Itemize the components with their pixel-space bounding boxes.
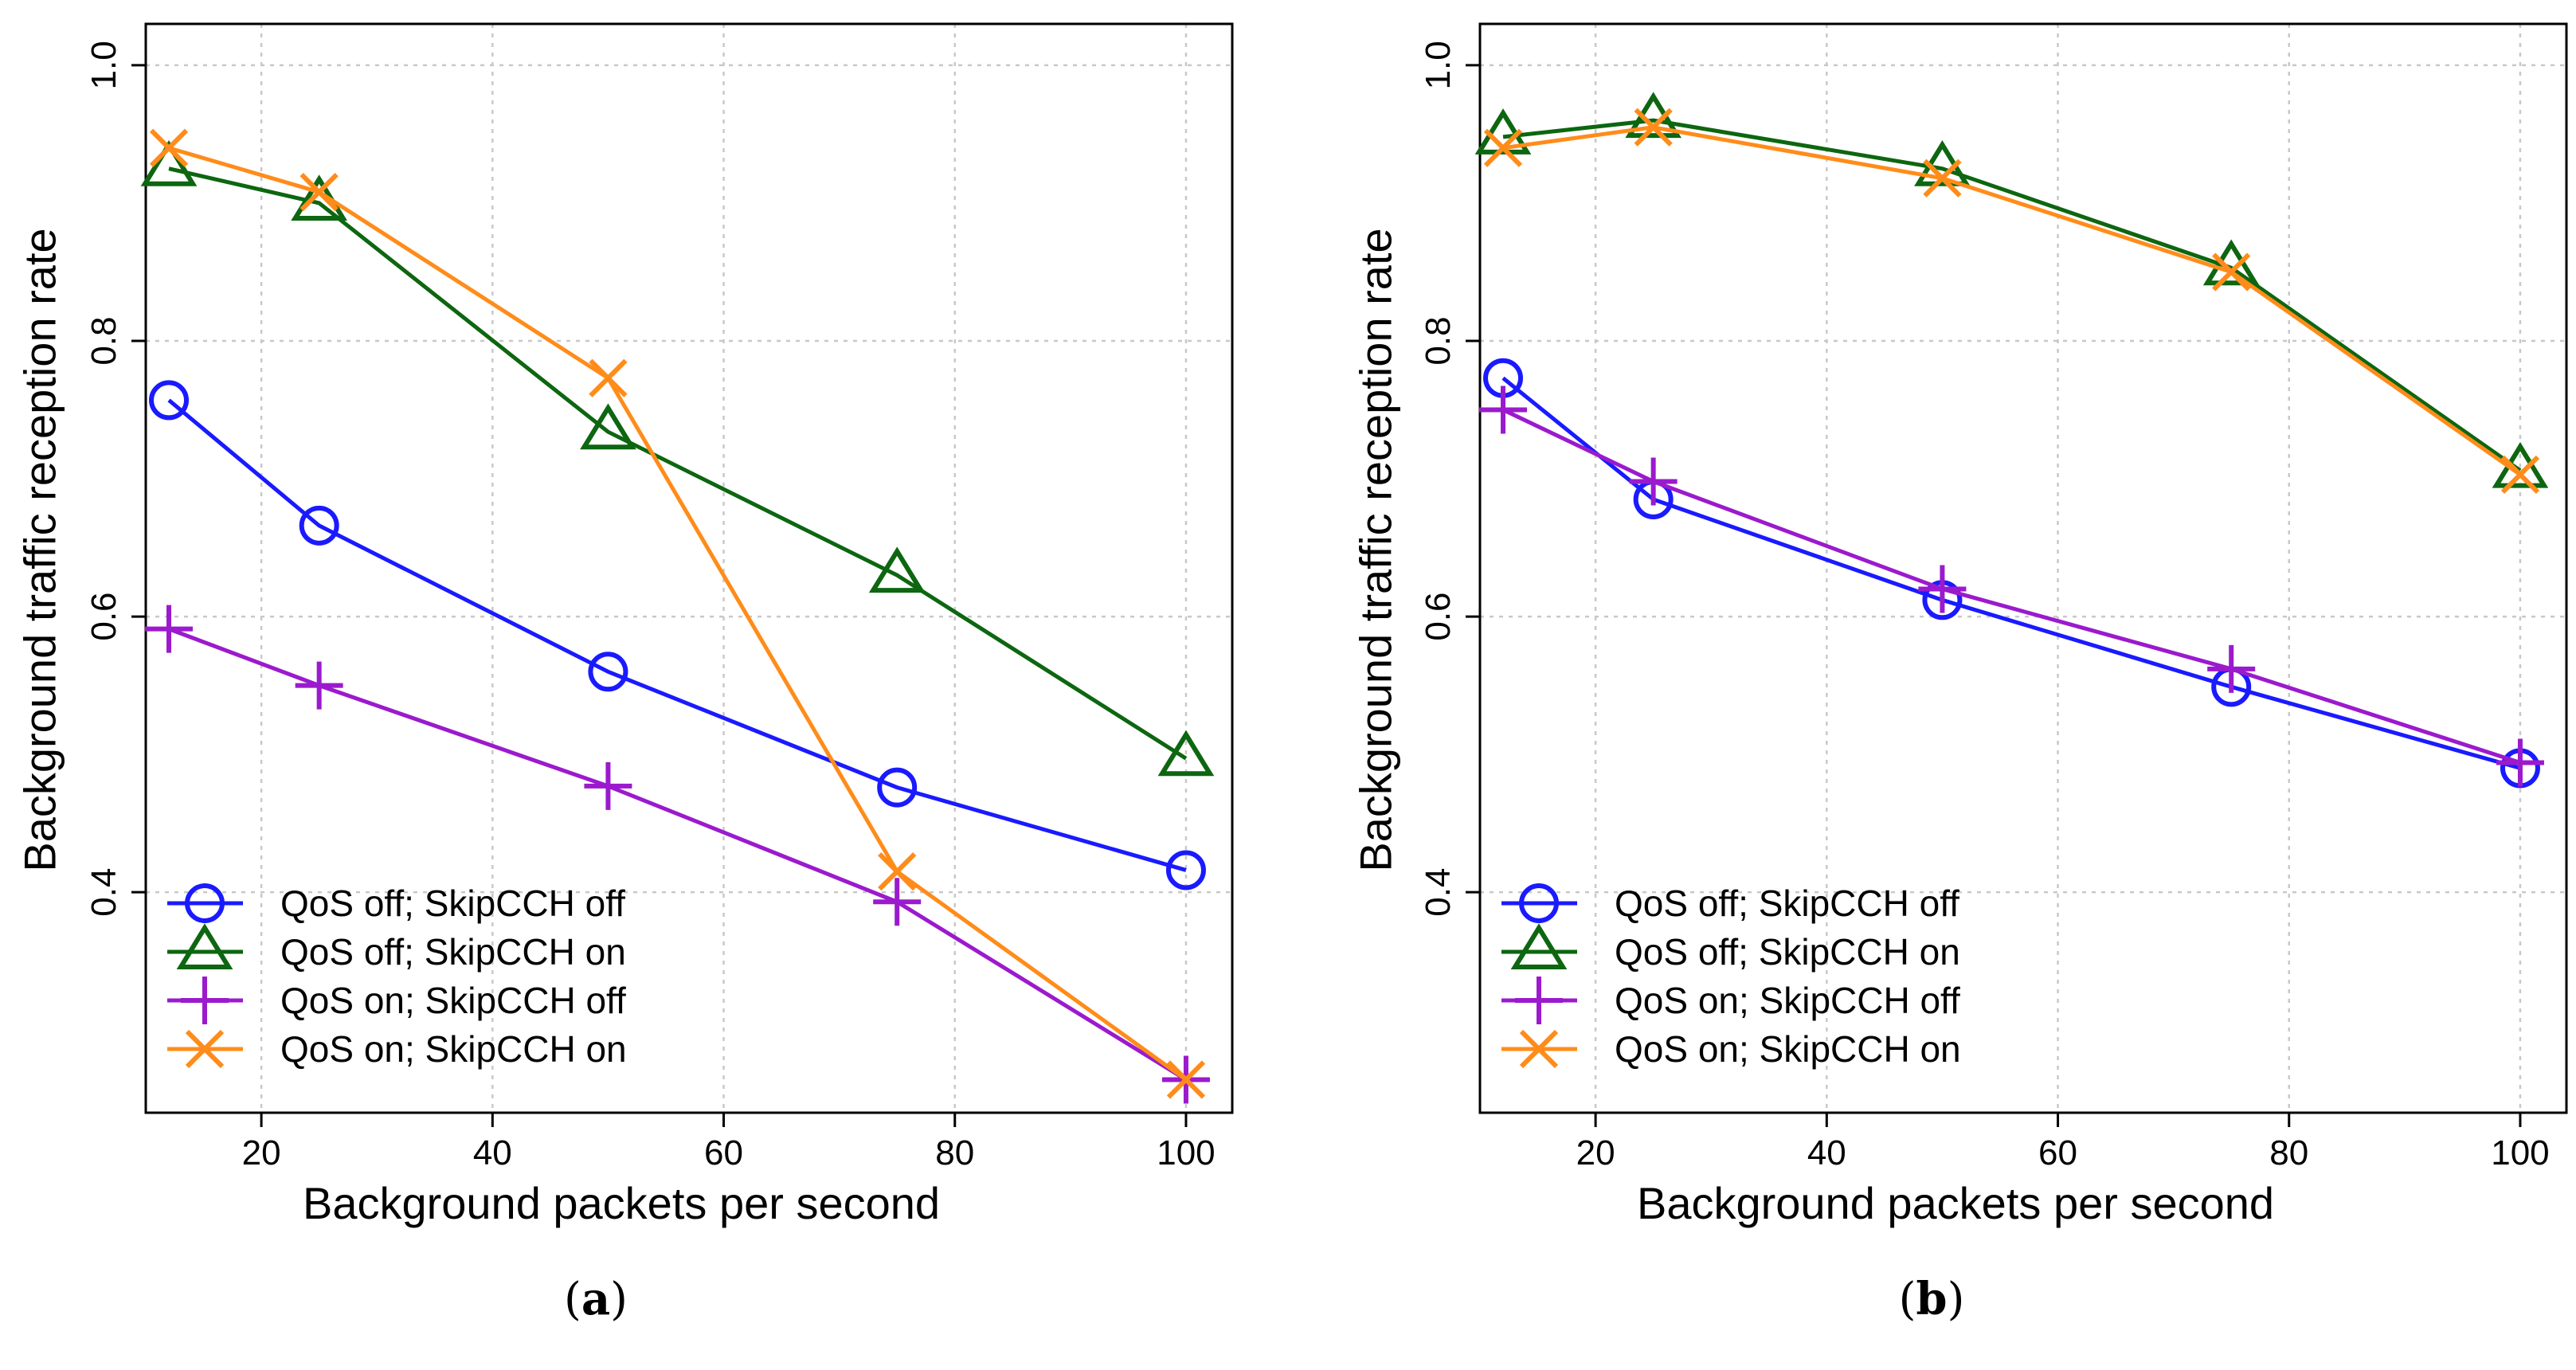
series-line-0 — [167, 398, 1187, 872]
data-point — [1918, 565, 1967, 613]
caption-b: (b) — [1898, 1273, 1965, 1325]
legend-label-2: QoS on; SkipCCH off — [280, 980, 626, 1021]
data-point — [1629, 457, 1678, 506]
data-point — [873, 878, 922, 926]
legend-marker-3 — [185, 1029, 225, 1069]
x-tick-label: 100 — [2491, 1133, 2549, 1172]
series-line-1 — [1502, 118, 2522, 472]
data-point — [2202, 239, 2260, 286]
data-point — [878, 852, 917, 891]
data-point — [1923, 159, 1962, 198]
data-point — [295, 661, 343, 710]
legend-marker-1 — [176, 923, 233, 969]
legend-label-0: QoS off; SkipCCH off — [1615, 883, 1959, 924]
y-tick-label: 0.8 — [1419, 316, 1458, 365]
y-tick-label: 0.6 — [84, 592, 123, 640]
data-point — [140, 139, 198, 186]
x-tick-label: 40 — [473, 1133, 512, 1172]
legend-label-1: QoS off; SkipCCH on — [280, 931, 626, 973]
data-point — [1157, 730, 1215, 777]
data-point — [877, 767, 918, 808]
data-point — [1165, 850, 1206, 890]
data-point — [2496, 738, 2544, 787]
legend-marker-0 — [1519, 883, 1559, 923]
data-point — [145, 605, 194, 653]
data-point — [588, 652, 628, 692]
legend-marker-2 — [181, 977, 229, 1024]
data-point — [299, 172, 339, 212]
x-tick-label: 60 — [704, 1133, 743, 1172]
x-axis-label: Background packets per second — [1637, 1178, 2274, 1228]
data-point — [589, 358, 628, 397]
caption-b-label: b — [1916, 1273, 1948, 1325]
data-point — [868, 546, 926, 593]
plot-frame — [1478, 22, 2568, 1114]
series-line-3 — [1502, 125, 2522, 476]
data-point — [149, 380, 190, 421]
legend-marker-3 — [1519, 1029, 1559, 1069]
series-line-1 — [168, 166, 1188, 761]
data-point — [1166, 1060, 1206, 1099]
plot-frame — [144, 22, 1234, 1114]
data-point — [1483, 128, 1523, 167]
data-point — [149, 128, 189, 167]
chart-panel-b: 20 40 60 80 100 0.4 0.6 0.8 1.0 Background packet… — [1351, 22, 2568, 1228]
caption-a-label: a — [581, 1273, 611, 1325]
x-tick-label: 20 — [242, 1133, 281, 1172]
y-tick-label: 1.0 — [1419, 41, 1458, 89]
x-tick-label: 80 — [935, 1133, 974, 1172]
y-tick-label: 1.0 — [84, 41, 123, 89]
x-axis-label: Background packets per second — [303, 1178, 940, 1228]
x-tick-label: 80 — [2269, 1133, 2308, 1172]
data-point — [2500, 455, 2540, 494]
data-point — [580, 403, 636, 450]
legend-label-3: QoS on; SkipCCH on — [280, 1028, 627, 1070]
y-axis-label: Background traffic reception rate — [1351, 228, 1401, 871]
series-line-0 — [1501, 376, 2521, 770]
legend-label-2: QoS on; SkipCCH off — [1615, 980, 1960, 1021]
legend-label-3: QoS on; SkipCCH on — [1615, 1028, 1961, 1070]
legend-label-0: QoS off; SkipCCH off — [280, 883, 625, 924]
data-point — [299, 505, 339, 546]
y-tick-label: 0.8 — [84, 316, 123, 365]
y-tick-label: 0.4 — [1419, 868, 1458, 917]
data-point — [2212, 252, 2251, 292]
x-tick-label: 40 — [1807, 1133, 1846, 1172]
chart-panel-a: 20 40 60 80 100 0.4 0.6 0.8 1.0 Background packet… — [15, 22, 1234, 1228]
data-point — [1634, 108, 1673, 147]
x-tick-label: 60 — [2038, 1133, 2077, 1172]
legend-marker-2 — [1515, 977, 1563, 1024]
y-tick-label: 0.6 — [1419, 592, 1458, 640]
legend-marker-0 — [185, 883, 225, 923]
data-point — [2207, 644, 2256, 693]
y-tick-label: 0.4 — [84, 868, 123, 917]
data-point — [1479, 386, 1528, 434]
legend-marker-1 — [1510, 923, 1568, 969]
data-point — [1474, 108, 1532, 155]
caption-a: (a) — [563, 1273, 628, 1325]
x-tick-label: 100 — [1157, 1133, 1215, 1172]
legend-label-1: QoS off; SkipCCH on — [1615, 931, 1960, 973]
data-point — [584, 761, 632, 810]
x-tick-label: 20 — [1576, 1133, 1615, 1172]
y-axis-label: Background traffic reception rate — [15, 228, 65, 871]
